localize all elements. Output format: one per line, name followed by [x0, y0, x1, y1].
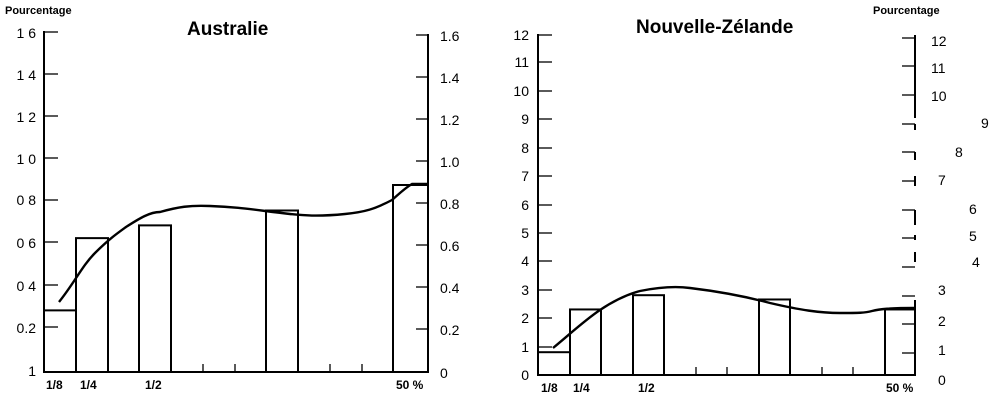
right-y-tick-label: 0: [938, 372, 946, 388]
right-y-tick-label: 0.8: [440, 196, 460, 212]
x-axis-ticks: [569, 367, 886, 375]
right-y-tick-label: 1.6: [440, 28, 460, 44]
right-y-tick-label: 6: [969, 201, 977, 217]
x-tick-label: 1/4: [573, 381, 590, 395]
x-tick-label: 50 %: [396, 378, 424, 392]
left-y-tick-label: 6: [521, 197, 529, 213]
left-y-tick-label: 2: [521, 310, 529, 326]
y-axis-label-right: Pourcentage: [873, 5, 940, 17]
right-y-tick-label: 11: [931, 60, 946, 76]
right-y-tick-label: 0.2: [440, 322, 460, 338]
histogram-bar: [537, 351, 571, 377]
right-y-tick-label: 1.2: [440, 112, 460, 128]
left-y-tick-label: 5: [521, 225, 529, 241]
bars: [43, 184, 429, 373]
x-axis-ticks: [75, 364, 394, 372]
left-y-tick-label: 7: [521, 168, 529, 184]
right-y-tick-label: 8: [955, 144, 963, 160]
right-y-tick-label: 12: [931, 33, 947, 49]
left-y-tick-label: 0 8: [17, 192, 37, 208]
left-y-tick-label: 12: [513, 27, 529, 43]
chart-nouvelle-zelande: Nouvelle-Zélande Pourcentage: [513, 5, 989, 395]
right-y-tick-label: 2: [938, 313, 946, 329]
histogram-bar: [138, 224, 172, 373]
histogram-bar: [43, 309, 77, 373]
right-y-tick-label: 0.6: [440, 238, 460, 254]
left-y-tick-label: 0 6: [17, 235, 37, 251]
histogram-bar: [392, 184, 429, 373]
x-tick-label: 1/4: [80, 378, 97, 392]
left-y-tick-label: 1: [521, 339, 529, 355]
left-y-tick-label: 0 4: [17, 278, 37, 294]
x-tick-label: 1/2: [638, 381, 655, 395]
left-y-tick-label: 1 6: [17, 25, 37, 41]
fitted-curve: [58, 182, 428, 303]
x-tick-label: 1/2: [145, 378, 162, 392]
right-y-tick-label: 0: [440, 365, 448, 381]
chart-title: Nouvelle-Zélande: [636, 17, 793, 38]
right-y-tick-label: 5: [969, 228, 977, 244]
chart-australie: Pourcentage Australie 1 0.2 0 4 0 6 0 8 …: [5, 5, 460, 392]
left-y-tick-label: 0: [521, 367, 529, 383]
histogram-bar: [569, 308, 602, 377]
right-y-ticks: [902, 37, 915, 354]
x-tick-label: 1/8: [541, 381, 558, 395]
right-y-tick-label: 4: [972, 254, 980, 270]
right-y-tick-label: 1.0: [440, 154, 460, 170]
right-y-tick-label: 3: [938, 282, 946, 298]
right-y-ticks: [416, 34, 428, 330]
right-y-tick-label: 10: [931, 88, 947, 104]
y-axis-label-left: Pourcentage: [5, 5, 72, 17]
left-y-tick-label: 1 0: [17, 151, 37, 167]
left-y-tick-label: 11: [514, 54, 529, 70]
fitted-curve: [552, 285, 916, 349]
right-y-tick-label: 9: [981, 115, 989, 131]
bars: [537, 294, 916, 377]
left-y-tick-label: 8: [521, 140, 529, 156]
histogram-bar: [265, 209, 299, 373]
left-y-tick-label: 1 4: [17, 67, 37, 83]
histogram-bar: [758, 298, 791, 377]
left-y-tick-label: 3: [521, 282, 529, 298]
left-y-tick-label: 0.2: [17, 320, 37, 336]
left-y-tick-label: 4: [521, 253, 529, 269]
right-y-tick-label: 1.4: [440, 70, 460, 86]
x-tick-label: 1/8: [46, 378, 63, 392]
right-y-tick-label: 7: [938, 172, 946, 188]
right-y-tick-label: 0.4: [440, 280, 460, 296]
chart-title: Australie: [187, 19, 268, 40]
histogram-bar: [632, 294, 665, 377]
left-y-tick-label: 1: [28, 363, 36, 379]
left-y-tick-label: 10: [513, 83, 529, 99]
right-y-tick-label: 1: [938, 342, 946, 358]
left-y-tick-label: 9: [521, 111, 529, 127]
histogram-bar: [75, 237, 109, 373]
x-tick-label: 50 %: [886, 381, 914, 395]
left-y-tick-label: 1 2: [17, 109, 37, 125]
left-y-ticks: [44, 31, 58, 328]
left-y-ticks: [538, 34, 552, 348]
histogram-bar: [884, 308, 916, 377]
